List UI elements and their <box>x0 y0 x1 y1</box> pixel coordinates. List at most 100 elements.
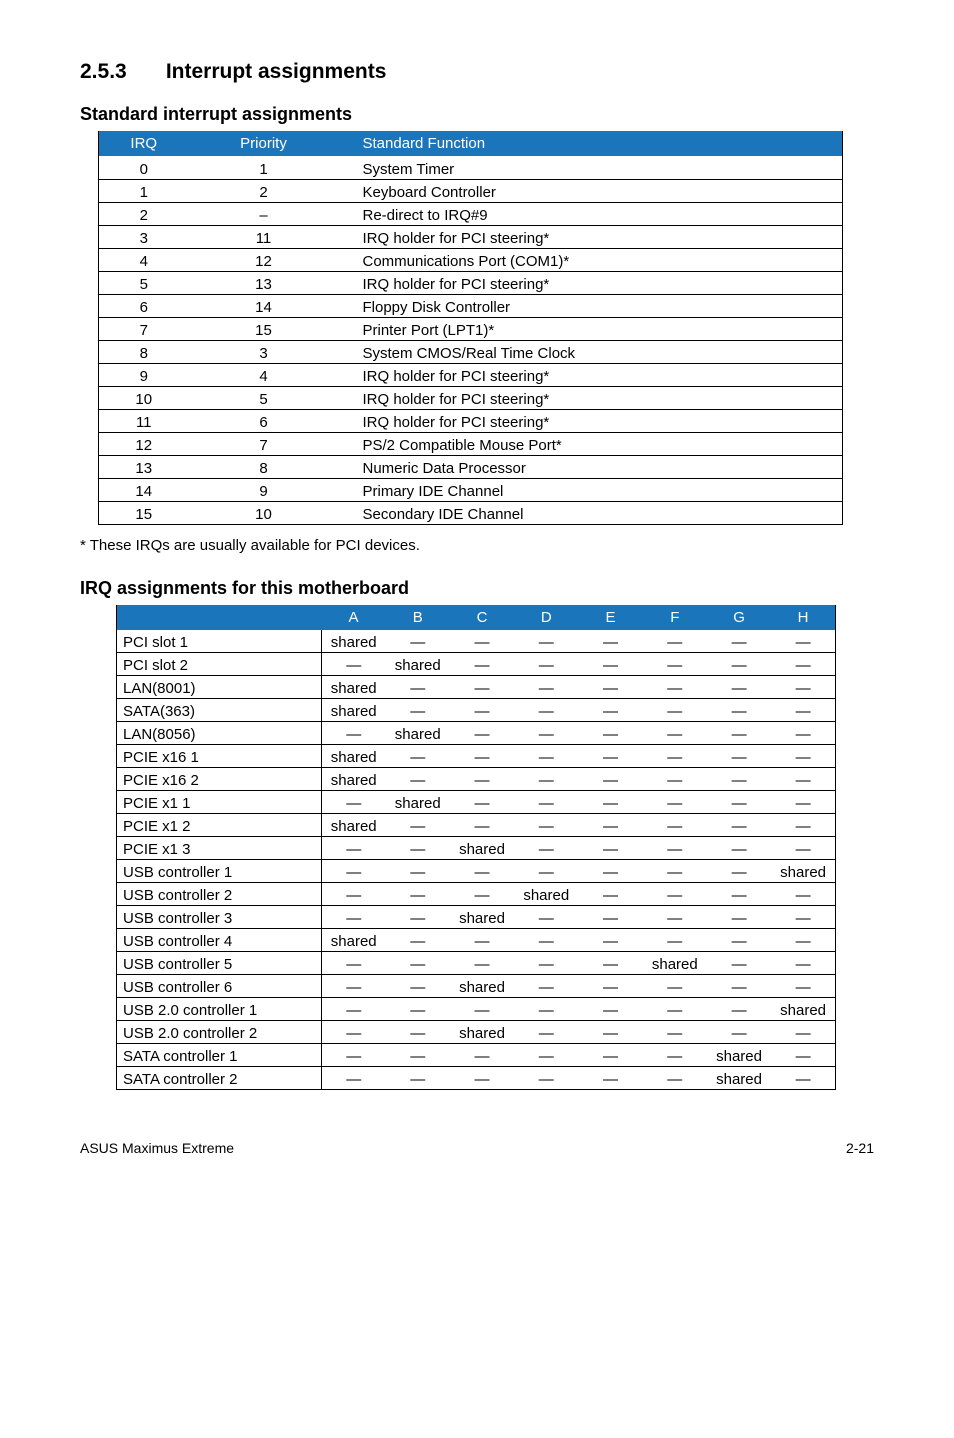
table-cell: — <box>578 699 642 722</box>
table-cell: Floppy Disk Controller <box>339 294 843 317</box>
table-cell: — <box>321 998 385 1021</box>
table-cell: — <box>450 791 514 814</box>
table-row: 715Printer Port (LPT1)* <box>99 317 843 340</box>
table-cell: — <box>450 1044 514 1067</box>
table-cell: 13 <box>99 455 189 478</box>
table-row: LAN(8056)—shared—————— <box>117 722 836 745</box>
table-cell: shared <box>321 676 385 699</box>
table-cell: shared <box>386 653 450 676</box>
table-cell: 10 <box>189 501 339 524</box>
table-cell: — <box>514 676 578 699</box>
table-cell: 8 <box>99 340 189 363</box>
table-row: 614Floppy Disk Controller <box>99 294 843 317</box>
table-cell: Printer Port (LPT1)* <box>339 317 843 340</box>
table2-header-cell: A <box>321 605 385 630</box>
table-row: 311IRQ holder for PCI steering* <box>99 225 843 248</box>
table-cell: — <box>578 952 642 975</box>
table-row: 12Keyboard Controller <box>99 179 843 202</box>
table-cell: — <box>771 814 835 837</box>
table-cell: 10 <box>99 386 189 409</box>
table2-header-cell: G <box>707 605 771 630</box>
table-row: PCIE x1 3——shared————— <box>117 837 836 860</box>
table-cell: 2 <box>99 202 189 225</box>
table-cell: — <box>578 653 642 676</box>
table-cell: — <box>514 906 578 929</box>
table-cell: — <box>514 722 578 745</box>
table-cell: 11 <box>189 225 339 248</box>
table-cell: — <box>643 653 707 676</box>
section-number: 2.5.3 <box>80 60 160 84</box>
table-cell: — <box>450 653 514 676</box>
table-cell: Re-direct to IRQ#9 <box>339 202 843 225</box>
table-cell: — <box>578 722 642 745</box>
table-cell: PCIE x1 1 <box>117 791 322 814</box>
table-cell: — <box>643 883 707 906</box>
table-cell: — <box>321 1044 385 1067</box>
table1-header-cell: Priority <box>189 131 339 156</box>
irq-assignment-table: ABCDEFGH PCI slot 1shared———————PCI slot… <box>116 605 836 1091</box>
table-row: USB controller 2———shared———— <box>117 883 836 906</box>
table-cell: — <box>321 1067 385 1090</box>
table-cell: — <box>514 768 578 791</box>
standard-interrupt-table: IRQPriorityStandard Function 01System Ti… <box>98 131 843 525</box>
table-cell: — <box>321 791 385 814</box>
table-cell: — <box>771 722 835 745</box>
table-cell: 0 <box>99 156 189 179</box>
table-cell: — <box>514 952 578 975</box>
table-row: 513IRQ holder for PCI steering* <box>99 271 843 294</box>
table-cell: — <box>771 837 835 860</box>
table-cell: — <box>514 975 578 998</box>
table-cell: — <box>707 860 771 883</box>
table-cell: — <box>578 1067 642 1090</box>
table-cell: — <box>707 630 771 653</box>
table-cell: 9 <box>189 478 339 501</box>
table-cell: — <box>643 1067 707 1090</box>
table-cell: 4 <box>99 248 189 271</box>
table-cell: USB controller 4 <box>117 929 322 952</box>
table-cell: — <box>707 699 771 722</box>
table-row: PCIE x16 2shared——————— <box>117 768 836 791</box>
table-cell: — <box>771 883 835 906</box>
table-row: USB controller 3——shared————— <box>117 906 836 929</box>
table-row: 01System Timer <box>99 156 843 179</box>
table-cell: shared <box>386 722 450 745</box>
table-cell: — <box>514 1021 578 1044</box>
table-cell: shared <box>450 1021 514 1044</box>
table-cell: — <box>578 906 642 929</box>
table-cell: — <box>450 722 514 745</box>
table-row: 1510Secondary IDE Channel <box>99 501 843 524</box>
table-cell: 14 <box>99 478 189 501</box>
table-row: PCI slot 2—shared—————— <box>117 653 836 676</box>
table-row: USB controller 4shared——————— <box>117 929 836 952</box>
table-cell: — <box>771 975 835 998</box>
table-cell: — <box>771 952 835 975</box>
table-cell: — <box>578 768 642 791</box>
table-cell: System CMOS/Real Time Clock <box>339 340 843 363</box>
table-cell: — <box>514 860 578 883</box>
table-row: USB controller 5—————shared—— <box>117 952 836 975</box>
table-cell: shared <box>321 699 385 722</box>
subheading-1: Standard interrupt assignments <box>80 104 874 125</box>
table-cell: — <box>386 1067 450 1090</box>
table-cell: — <box>450 630 514 653</box>
table-cell: LAN(8056) <box>117 722 322 745</box>
table-cell: — <box>643 745 707 768</box>
table2-header-cell: F <box>643 605 707 630</box>
table-cell: Primary IDE Channel <box>339 478 843 501</box>
page: 2.5.3 Interrupt assignments Standard int… <box>0 0 954 1196</box>
table-cell: PCI slot 1 <box>117 630 322 653</box>
table-cell: – <box>189 202 339 225</box>
table-cell: USB controller 6 <box>117 975 322 998</box>
table-cell: — <box>386 1021 450 1044</box>
table-cell: SATA controller 1 <box>117 1044 322 1067</box>
page-footer: ASUS Maximus Extreme 2-21 <box>80 1140 874 1156</box>
table-cell: 2 <box>189 179 339 202</box>
table-cell: — <box>771 1021 835 1044</box>
table-row: PCI slot 1shared——————— <box>117 630 836 653</box>
table-cell: — <box>386 883 450 906</box>
table-cell: 1 <box>189 156 339 179</box>
table-cell: — <box>707 722 771 745</box>
table-cell: Keyboard Controller <box>339 179 843 202</box>
table-cell: 3 <box>189 340 339 363</box>
table-cell: — <box>321 1021 385 1044</box>
